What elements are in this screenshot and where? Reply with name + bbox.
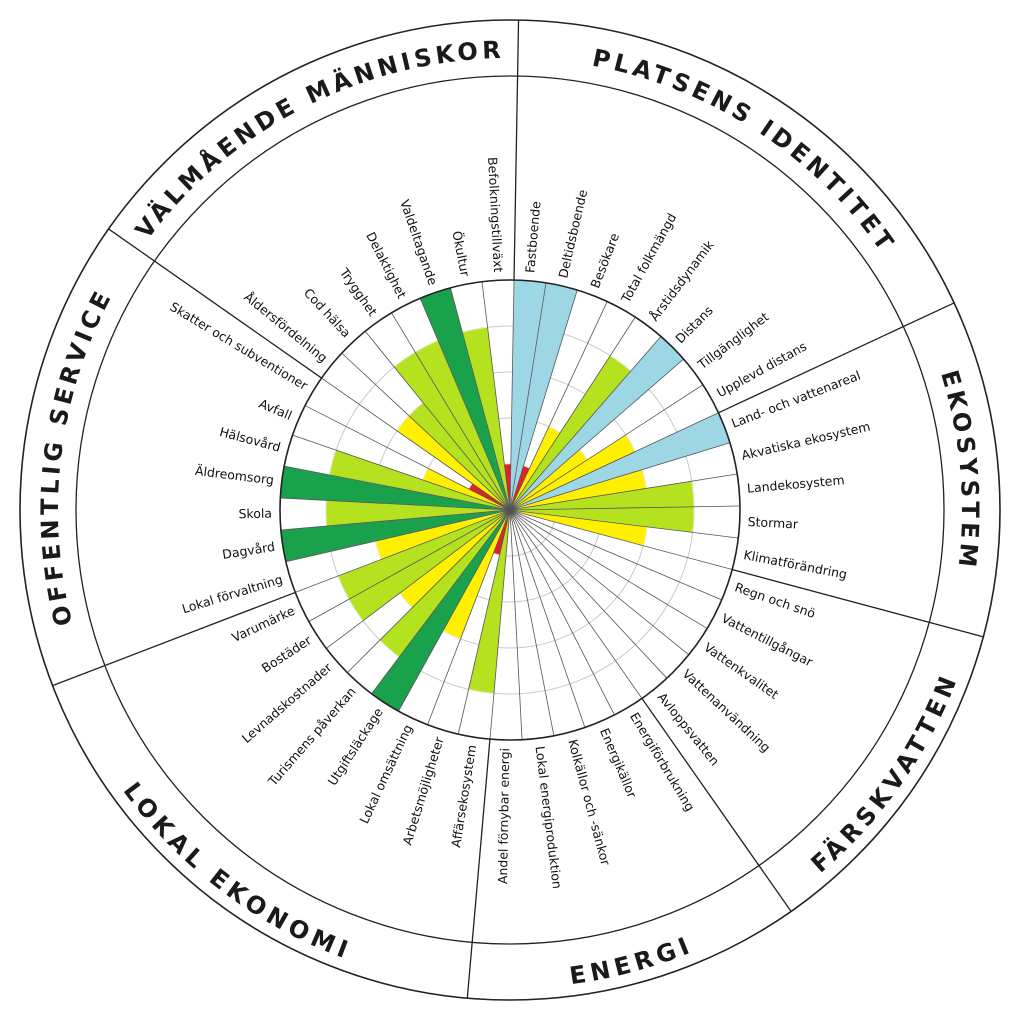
indicator-spoke bbox=[509, 473, 738, 511]
indicator-spoke bbox=[509, 384, 704, 511]
indicator-spoke bbox=[509, 280, 515, 511]
indicator-label: Deltidsboende bbox=[555, 188, 590, 280]
indicator-spoke bbox=[326, 509, 511, 649]
outer-ring bbox=[19, 19, 1001, 1001]
indicator-spoke bbox=[509, 282, 547, 511]
indicator-spoke bbox=[295, 509, 511, 593]
indicator-label: Affärsekosystem bbox=[448, 744, 479, 849]
indicator-label: Avfall bbox=[257, 396, 294, 423]
indicator-label: Äldreomsorg bbox=[194, 463, 275, 488]
indicator-label: Trygghet bbox=[336, 265, 380, 319]
indicator-spoke bbox=[509, 301, 608, 511]
indicator-spoke bbox=[509, 316, 636, 511]
indicator-label: Skatter och subventioner bbox=[167, 299, 311, 394]
indicator-label: Arbetsmöjligheter bbox=[399, 734, 446, 847]
indicator-label: Besökare bbox=[587, 231, 622, 290]
indicator-spoke bbox=[509, 505, 740, 511]
sector-title: PLATSENS IDENTITET bbox=[590, 44, 901, 259]
indicator-label: Regn och snö bbox=[733, 579, 817, 621]
indicator-spoke bbox=[284, 465, 511, 511]
indicator-spoke bbox=[450, 287, 511, 511]
sector-divider bbox=[641, 698, 792, 912]
indicator-spoke bbox=[398, 509, 511, 712]
indicator-spoke bbox=[308, 509, 511, 622]
indicator-label: Lokal förvaltning bbox=[180, 571, 284, 616]
indicator-label: Andel förnybar energi bbox=[495, 748, 512, 884]
indicator-spoke bbox=[509, 509, 643, 699]
indicator-spoke bbox=[341, 352, 511, 511]
indicator-label: Hälsovård bbox=[218, 424, 282, 455]
sector-title: FÄRSKVATTEN bbox=[805, 669, 963, 878]
sector-divider bbox=[108, 228, 322, 379]
indicator-spoke bbox=[509, 358, 684, 511]
sector-title: LOKAL EKONOMI bbox=[118, 777, 355, 965]
sector-divider bbox=[718, 302, 955, 414]
sector-divider bbox=[731, 568, 984, 638]
indicator-label: Lokal energiproduktion bbox=[533, 745, 565, 889]
indicator-label: Stormar bbox=[747, 514, 799, 532]
sector-title: ENERGI bbox=[568, 930, 697, 990]
indicator-spoke bbox=[509, 289, 578, 511]
indicator-label: Landekosystem bbox=[746, 472, 845, 495]
indicator-spoke bbox=[280, 509, 511, 531]
indicator-spoke bbox=[419, 298, 511, 511]
indicator-spoke bbox=[509, 412, 719, 511]
indicator-spoke bbox=[457, 509, 511, 735]
indicator-bars bbox=[280, 279, 731, 712]
indicator-label: Fastboende bbox=[522, 200, 543, 273]
chart-boundary-ring bbox=[279, 279, 741, 741]
indicator-label: Befolkningstillväxt bbox=[485, 157, 506, 273]
indicator-spoke bbox=[509, 509, 523, 740]
indicator-label: Distans bbox=[672, 303, 716, 347]
indicator-spoke bbox=[489, 509, 511, 740]
indicator-label: Valdeltagande bbox=[397, 198, 440, 288]
indicator-spoke bbox=[509, 509, 722, 601]
indicator-spoke bbox=[509, 509, 739, 539]
indicator-label: Bostäder bbox=[259, 632, 315, 676]
indicator-spoke bbox=[509, 509, 708, 629]
indicator-label: Kolkällor och -sänkor bbox=[565, 738, 613, 868]
indicator-spoke bbox=[509, 509, 733, 570]
indicator-label: Dagvård bbox=[221, 539, 276, 562]
indicator-spoke bbox=[347, 509, 511, 673]
indicator-spoke bbox=[509, 509, 555, 736]
sector-divider bbox=[513, 20, 520, 281]
indicator-label: Varumärke bbox=[229, 603, 297, 645]
indicator-label: Delaktighet bbox=[363, 229, 409, 301]
sector-dividers bbox=[52, 20, 984, 999]
indicator-spoke bbox=[285, 509, 511, 563]
indicator-spoke bbox=[304, 405, 511, 511]
indicator-spoke bbox=[280, 497, 511, 511]
indicator-label: Ökultur bbox=[449, 229, 474, 278]
sector-divider bbox=[466, 739, 491, 999]
indicator-label: Cod hälsa bbox=[301, 285, 354, 340]
indicator-spoke bbox=[509, 509, 668, 679]
indicator-spoke bbox=[292, 434, 511, 511]
indicator-label: Akvatiska ekosystem bbox=[740, 419, 872, 463]
indicator-spoke bbox=[391, 312, 511, 511]
sector-title: VÄLMÅENDE MÄNNISKOR bbox=[130, 36, 505, 244]
indicator-spoke bbox=[427, 509, 511, 725]
indicator-spoke bbox=[371, 509, 511, 694]
sector-title: OFFENTLIG SERVICE bbox=[36, 284, 118, 629]
title-ring bbox=[75, 75, 945, 945]
indicator-spoke bbox=[509, 509, 689, 656]
indicator-spoke bbox=[481, 281, 511, 511]
indicator-spoke bbox=[509, 509, 586, 728]
indicator-spoke bbox=[509, 442, 731, 511]
indicator-spokes bbox=[280, 280, 740, 740]
indicator-label: Energikällor bbox=[597, 726, 640, 801]
indicator-label: Skola bbox=[238, 506, 272, 522]
sector-divider bbox=[52, 591, 296, 687]
indicator-spoke bbox=[364, 331, 511, 511]
indicator-spoke bbox=[509, 509, 615, 716]
indicator-spoke bbox=[509, 336, 662, 511]
indicator-spoke bbox=[321, 377, 511, 511]
